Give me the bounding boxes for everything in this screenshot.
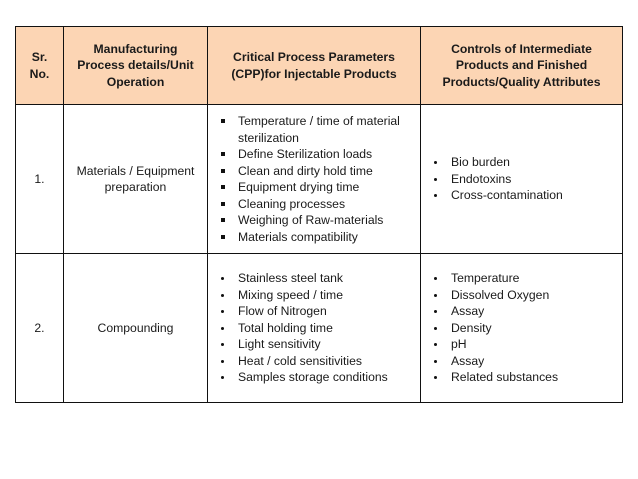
list-item: Assay xyxy=(425,353,618,370)
list-item: Related substances xyxy=(425,369,618,386)
list-item: Temperature xyxy=(425,270,618,287)
list-item: Light sensitivity xyxy=(212,336,416,353)
header-operation: Manufacturing Process details/Unit Opera… xyxy=(63,26,208,105)
list-item: Cross-contamination xyxy=(425,187,618,204)
list-item: Density xyxy=(425,320,618,337)
list-item: Stainless steel tank xyxy=(212,270,416,287)
cpp-list: Stainless steel tank Mixing speed / time… xyxy=(208,270,420,386)
cpp-cell: Stainless steel tank Mixing speed / time… xyxy=(207,253,421,403)
list-item: Temperature / time of material steriliza… xyxy=(212,113,416,146)
header-row: Sr. No. Manufacturing Process details/Un… xyxy=(15,26,623,105)
header-cpp: Critical Process Parameters (CPP)for Inj… xyxy=(207,26,421,105)
cpp-list: Temperature / time of material steriliza… xyxy=(208,113,420,245)
sr-no-cell: 1. xyxy=(15,104,64,254)
cpp-cell: Temperature / time of material steriliza… xyxy=(207,104,421,254)
operation-cell: Materials / Equipment preparation xyxy=(63,104,208,254)
controls-list: Temperature Dissolved Oxygen Assay Densi… xyxy=(421,270,622,386)
list-item: pH xyxy=(425,336,618,353)
table-row: 2. Compounding Stainless steel tank Mixi… xyxy=(15,253,623,403)
list-item: Cleaning processes xyxy=(212,196,416,213)
header-controls: Controls of Intermediate Products and Fi… xyxy=(420,26,623,105)
list-item: Define Sterilization loads xyxy=(212,146,416,163)
list-item: Clean and dirty hold time xyxy=(212,163,416,180)
list-item: Total holding time xyxy=(212,320,416,337)
list-item: Samples storage conditions xyxy=(212,369,416,386)
controls-cell: Temperature Dissolved Oxygen Assay Densi… xyxy=(420,253,623,403)
sr-no-cell: 2. xyxy=(15,253,64,403)
list-item: Assay xyxy=(425,303,618,320)
table-row: 1. Materials / Equipment preparation Tem… xyxy=(15,104,623,254)
list-item: Heat / cold sensitivities xyxy=(212,353,416,370)
operation-cell: Compounding xyxy=(63,253,208,403)
list-item: Equipment drying time xyxy=(212,179,416,196)
header-sr-no: Sr. No. xyxy=(15,26,64,105)
list-item: Flow of Nitrogen xyxy=(212,303,416,320)
cpp-table: Sr. No. Manufacturing Process details/Un… xyxy=(15,26,623,403)
list-item: Dissolved Oxygen xyxy=(425,287,618,304)
list-item: Endotoxins xyxy=(425,171,618,188)
controls-cell: Bio burden Endotoxins Cross-contaminatio… xyxy=(420,104,623,254)
list-item: Mixing speed / time xyxy=(212,287,416,304)
list-item: Materials compatibility xyxy=(212,229,416,246)
list-item: Weighing of Raw-materials xyxy=(212,212,416,229)
list-item: Bio burden xyxy=(425,154,618,171)
controls-list: Bio burden Endotoxins Cross-contaminatio… xyxy=(421,154,622,204)
